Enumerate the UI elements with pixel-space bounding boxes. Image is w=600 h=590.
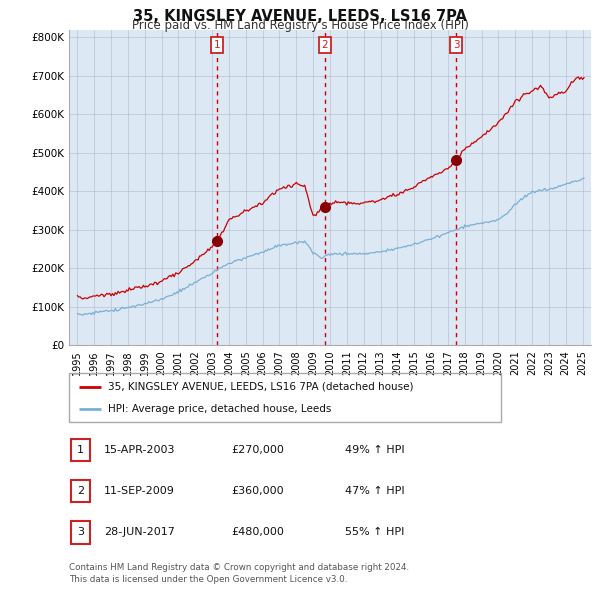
Bar xyxy=(71,522,90,543)
Text: 2: 2 xyxy=(77,486,84,496)
Text: 47% ↑ HPI: 47% ↑ HPI xyxy=(345,486,404,496)
Text: 28-JUN-2017: 28-JUN-2017 xyxy=(104,527,175,537)
Text: 49% ↑ HPI: 49% ↑ HPI xyxy=(345,445,404,455)
Bar xyxy=(71,439,90,461)
Text: 55% ↑ HPI: 55% ↑ HPI xyxy=(345,527,404,537)
Text: £480,000: £480,000 xyxy=(231,527,284,537)
Text: 1: 1 xyxy=(214,40,220,50)
Bar xyxy=(71,480,90,502)
Text: 35, KINGSLEY AVENUE, LEEDS, LS16 7PA (detached house): 35, KINGSLEY AVENUE, LEEDS, LS16 7PA (de… xyxy=(108,382,413,392)
Text: £360,000: £360,000 xyxy=(231,486,284,496)
Text: Price paid vs. HM Land Registry's House Price Index (HPI): Price paid vs. HM Land Registry's House … xyxy=(131,19,469,32)
Text: £270,000: £270,000 xyxy=(231,445,284,455)
Text: Contains HM Land Registry data © Crown copyright and database right 2024.
This d: Contains HM Land Registry data © Crown c… xyxy=(69,563,409,584)
Text: 3: 3 xyxy=(77,527,84,537)
Text: 1: 1 xyxy=(77,445,84,455)
Text: 2: 2 xyxy=(322,40,328,50)
Text: HPI: Average price, detached house, Leeds: HPI: Average price, detached house, Leed… xyxy=(108,404,331,414)
Text: 35, KINGSLEY AVENUE, LEEDS, LS16 7PA: 35, KINGSLEY AVENUE, LEEDS, LS16 7PA xyxy=(133,9,467,24)
Text: 11-SEP-2009: 11-SEP-2009 xyxy=(104,486,175,496)
Text: 15-APR-2003: 15-APR-2003 xyxy=(104,445,175,455)
Text: 3: 3 xyxy=(453,40,460,50)
